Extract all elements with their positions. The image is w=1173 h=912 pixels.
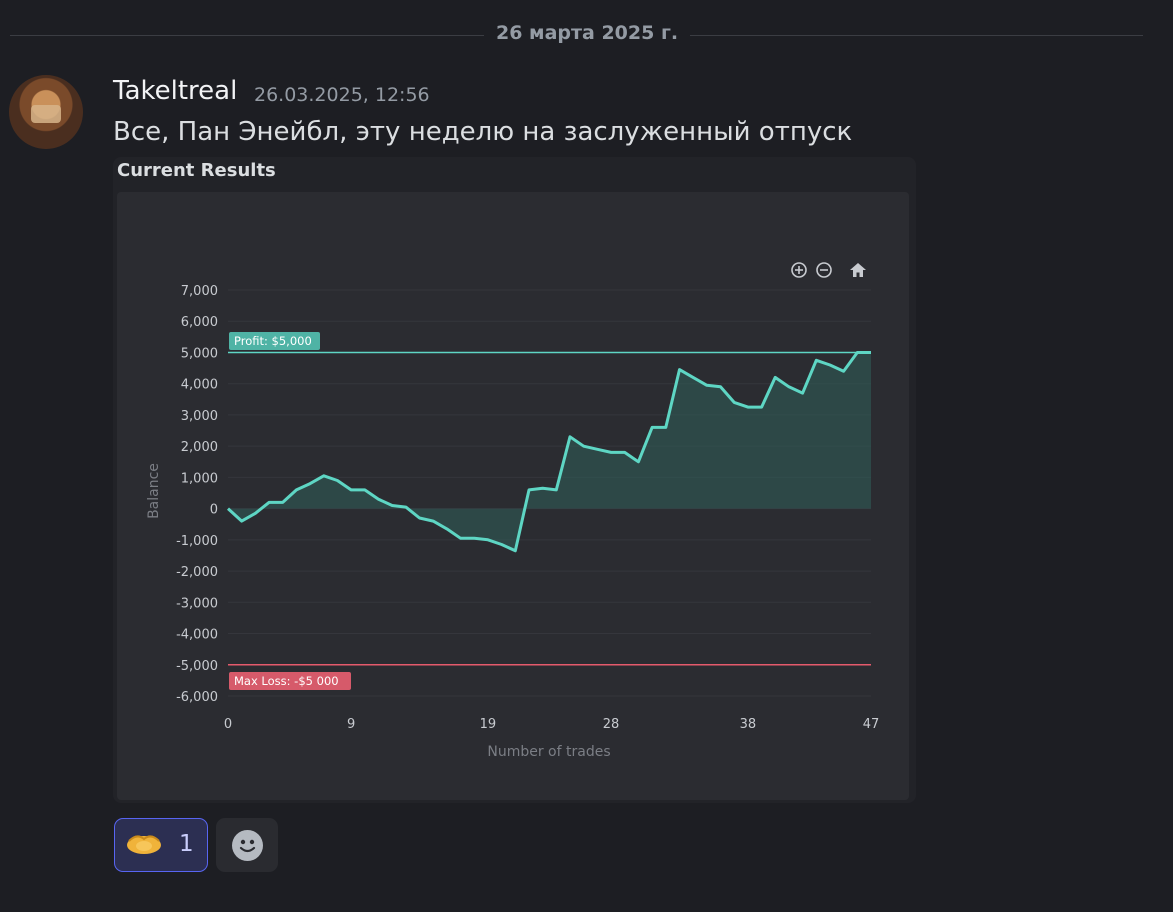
x-tick-label: 0 xyxy=(224,717,232,732)
x-tick-label: 38 xyxy=(740,717,757,732)
embed-title: Current Results xyxy=(117,160,276,181)
profit-label-bg xyxy=(229,332,320,350)
y-tick-label: -3,000 xyxy=(176,596,218,611)
avatar[interactable] xyxy=(9,75,83,149)
message-author[interactable]: Takeltreal xyxy=(113,76,238,106)
y-tick-label: 5,000 xyxy=(181,346,218,361)
reaction-count: 1 xyxy=(179,831,194,857)
zoom-out-icon[interactable] xyxy=(815,261,833,279)
y-tick-label: 4,000 xyxy=(181,378,218,393)
reaction-handshake[interactable]: 1 xyxy=(114,818,208,872)
x-tick-label: 47 xyxy=(863,717,880,732)
x-axis-label: Number of trades xyxy=(487,744,610,760)
x-tick-label: 9 xyxy=(347,717,355,732)
max-loss-label-bg xyxy=(229,672,351,690)
x-tick-label: 19 xyxy=(480,717,497,732)
y-tick-label: 6,000 xyxy=(181,315,218,330)
handshake-icon xyxy=(127,835,161,854)
home-icon[interactable] xyxy=(849,261,867,279)
y-axis-label: Balance xyxy=(146,463,162,519)
y-tick-label: 7,000 xyxy=(181,284,218,299)
balance-area xyxy=(228,352,871,551)
y-tick-label: 3,000 xyxy=(181,409,218,424)
y-tick-label: -1,000 xyxy=(176,534,218,549)
smile-icon xyxy=(232,830,263,861)
max-loss-label: Max Loss: -$5 000 xyxy=(234,674,339,688)
add-reaction-button[interactable] xyxy=(216,818,278,872)
profit-label: Profit: $5,000 xyxy=(234,334,312,348)
balance-line xyxy=(226,351,871,553)
message-timestamp: 26.03.2025, 12:56 xyxy=(254,84,430,106)
zoom-in-icon[interactable] xyxy=(790,261,808,279)
y-tick-label: 1,000 xyxy=(181,471,218,486)
y-tick-label: 2,000 xyxy=(181,440,218,455)
message-text: Все, Пан Энейбл, эту неделю на заслуженн… xyxy=(113,117,853,147)
y-tick-label: -6,000 xyxy=(176,690,218,705)
y-tick-label: -4,000 xyxy=(176,628,218,643)
date-divider-label: 26 марта 2025 г. xyxy=(484,22,691,44)
x-tick-label: 28 xyxy=(603,717,620,732)
y-tick-label: -5,000 xyxy=(176,659,218,674)
y-tick-label: 0 xyxy=(210,503,218,518)
y-tick-label: -2,000 xyxy=(176,565,218,580)
